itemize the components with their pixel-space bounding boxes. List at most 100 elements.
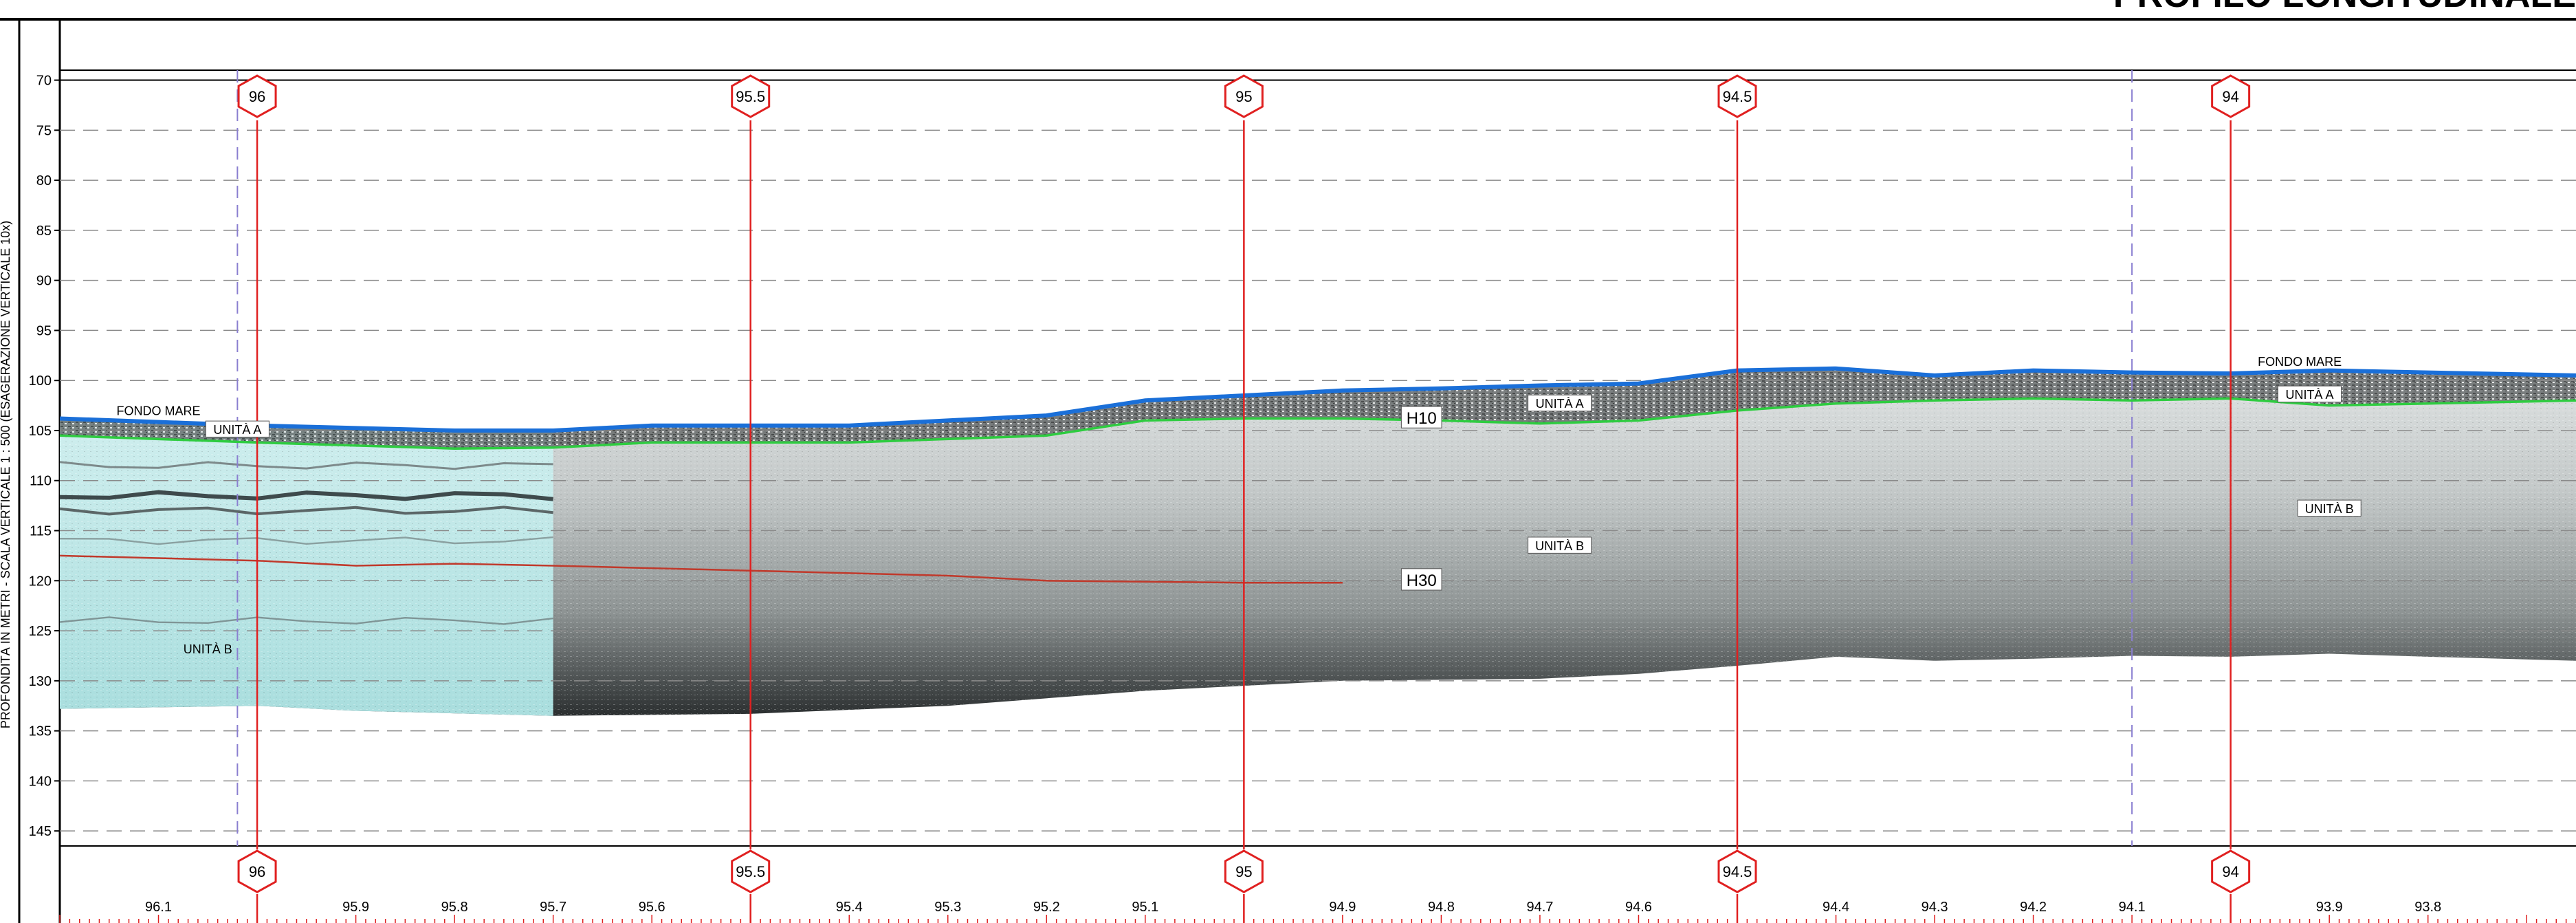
x-tick-label: 95.9 [342,900,369,915]
horizon-lines [60,366,2576,584]
y-tick-label: 120 [29,574,52,589]
label-box [1400,568,1442,591]
marker-label: 96 [249,863,265,880]
drawing-title: PROFILO LONGITUDINALE [2113,0,2576,15]
reflector-band [60,506,553,516]
chainage-markers: 96 96 95.5 95.5 95 95 94.5 94.5 94 94 [237,74,2251,923]
y-tick-label: 115 [30,524,52,539]
unit-label: H10 [1400,406,1442,428]
marker-label: 94 [2222,88,2238,105]
marker-badge: 94 [2211,74,2251,118]
unit-label: UNITÀ A [205,420,269,438]
x-tick-label: 94.1 [2119,900,2146,915]
x-tick-label: 94.7 [1526,900,1553,915]
unit-a-band [60,368,2576,449]
unit-labels: FONDO MARE UNITÀ A UNITÀ B H10 UNITÀ A UNITÀ … [117,355,2362,656]
marker-hexagon [1717,74,1757,118]
marker-label: 96 [249,88,265,105]
marker-badge: 96 [237,849,277,893]
x-tick-label: 95.3 [934,900,961,915]
y-tick-label: 75 [36,123,52,138]
frame [0,18,2576,923]
horizon-h10-line [60,397,2576,450]
label-text: H30 [1407,572,1437,590]
x-tick-label: 94.8 [1428,900,1455,915]
label-box [205,420,269,438]
marker-badge: 95 [1224,849,1264,893]
marker-badge: 95.5 [731,849,771,893]
x-tick-label: 93.8 [2414,900,2441,915]
marker-badge: 96 [237,74,277,118]
y-axis-ticks: 70 75 80 85 90 95 100 105 110 115 120 125 130 135 140 1… [29,74,60,839]
y-tick-label: 70 [36,74,52,89]
reflector-band [60,490,553,501]
y-tick-label: 125 [29,624,52,639]
unit-label: UNITÀ A [2277,385,2342,403]
x-tick-label: 95.6 [639,900,665,915]
marker-label: 95 [1235,863,1252,880]
unit-label: UNITÀ B [2297,499,2362,517]
seismic-sections [60,368,2576,716]
label-text: UNITÀ B [184,642,232,656]
label-box [1528,536,1592,554]
x-tick-label: 94.6 [1625,900,1652,915]
marker-hexagon [2211,849,2251,893]
unit-label: UNITÀ B [1528,536,1592,554]
label-text: FONDO MARE [2258,355,2342,369]
marker-badge: 95.5 [731,74,771,118]
marker-hexagon [731,849,771,893]
x-axis-ticks: 96.1 95.9 95.8 95.7 95.6 95.4 95.3 95.2 95.1 94.9… [59,900,2576,923]
unit-label: UNITÀ B [184,642,232,656]
y-tick-label: 135 [29,724,52,739]
marker-label: 95.5 [736,88,765,105]
label-text: UNITÀ B [1535,539,1584,553]
x-tick-label: 94.3 [1922,900,1948,915]
reflector-band [60,461,553,470]
x-tick-label: 94.2 [2020,900,2047,915]
label-box [2297,499,2362,517]
unit-label: FONDO MARE [2258,355,2342,369]
x-tick-label: 94.4 [1823,900,1849,915]
x-tick-label: 95.1 [1132,900,1158,915]
x-tick-label: 95.4 [836,900,863,915]
label-box [1400,406,1442,428]
marker-hexagon [731,74,771,118]
marker-badge: 95 [1224,74,1264,118]
label-text: FONDO MARE [117,404,201,417]
marker-hexagon [237,74,277,118]
x-tick-label: 95.7 [540,900,566,915]
label-text: UNITÀ B [2305,502,2354,516]
horizon-h30-line [60,554,1343,584]
depth-gridlines [60,79,2576,832]
label-text: UNITÀ A [213,423,261,437]
y-tick-label: 80 [36,173,52,188]
marker-hexagon [1224,74,1264,118]
cyan-texture [60,418,553,716]
marker-hexagon [1224,849,1264,893]
marker-hexagon [2211,74,2251,118]
x-tick-label: 93.9 [2316,900,2343,915]
marker-label: 95 [1235,88,1252,105]
y-tick-label: 105 [29,424,52,439]
marker-badge: 94 [2211,849,2251,893]
x-tick-label: 94.9 [1329,900,1356,915]
marker-badge: 94.5 [1717,849,1757,893]
x-tick-label: 95.8 [441,900,468,915]
x-tick-label: 96.1 [145,900,172,915]
y-tick-label: 130 [29,674,52,689]
marker-hexagon [1717,849,1757,893]
label-text: UNITÀ A [2285,388,2333,402]
y-tick-label: 100 [29,373,52,389]
label-box [1528,394,1592,412]
unit-label: UNITÀ A [1528,394,1592,412]
x-tick-label: 95.2 [1033,900,1060,915]
marker-label: 94.5 [1723,88,1752,105]
y-tick-label: 85 [36,224,52,239]
seabed-line [60,366,2576,433]
label-text: UNITÀ A [1536,397,1584,411]
reflector-band [60,536,553,545]
y-tick-label: 145 [29,824,52,839]
marker-label: 94 [2222,863,2238,880]
marker-label: 94.5 [1723,863,1752,880]
